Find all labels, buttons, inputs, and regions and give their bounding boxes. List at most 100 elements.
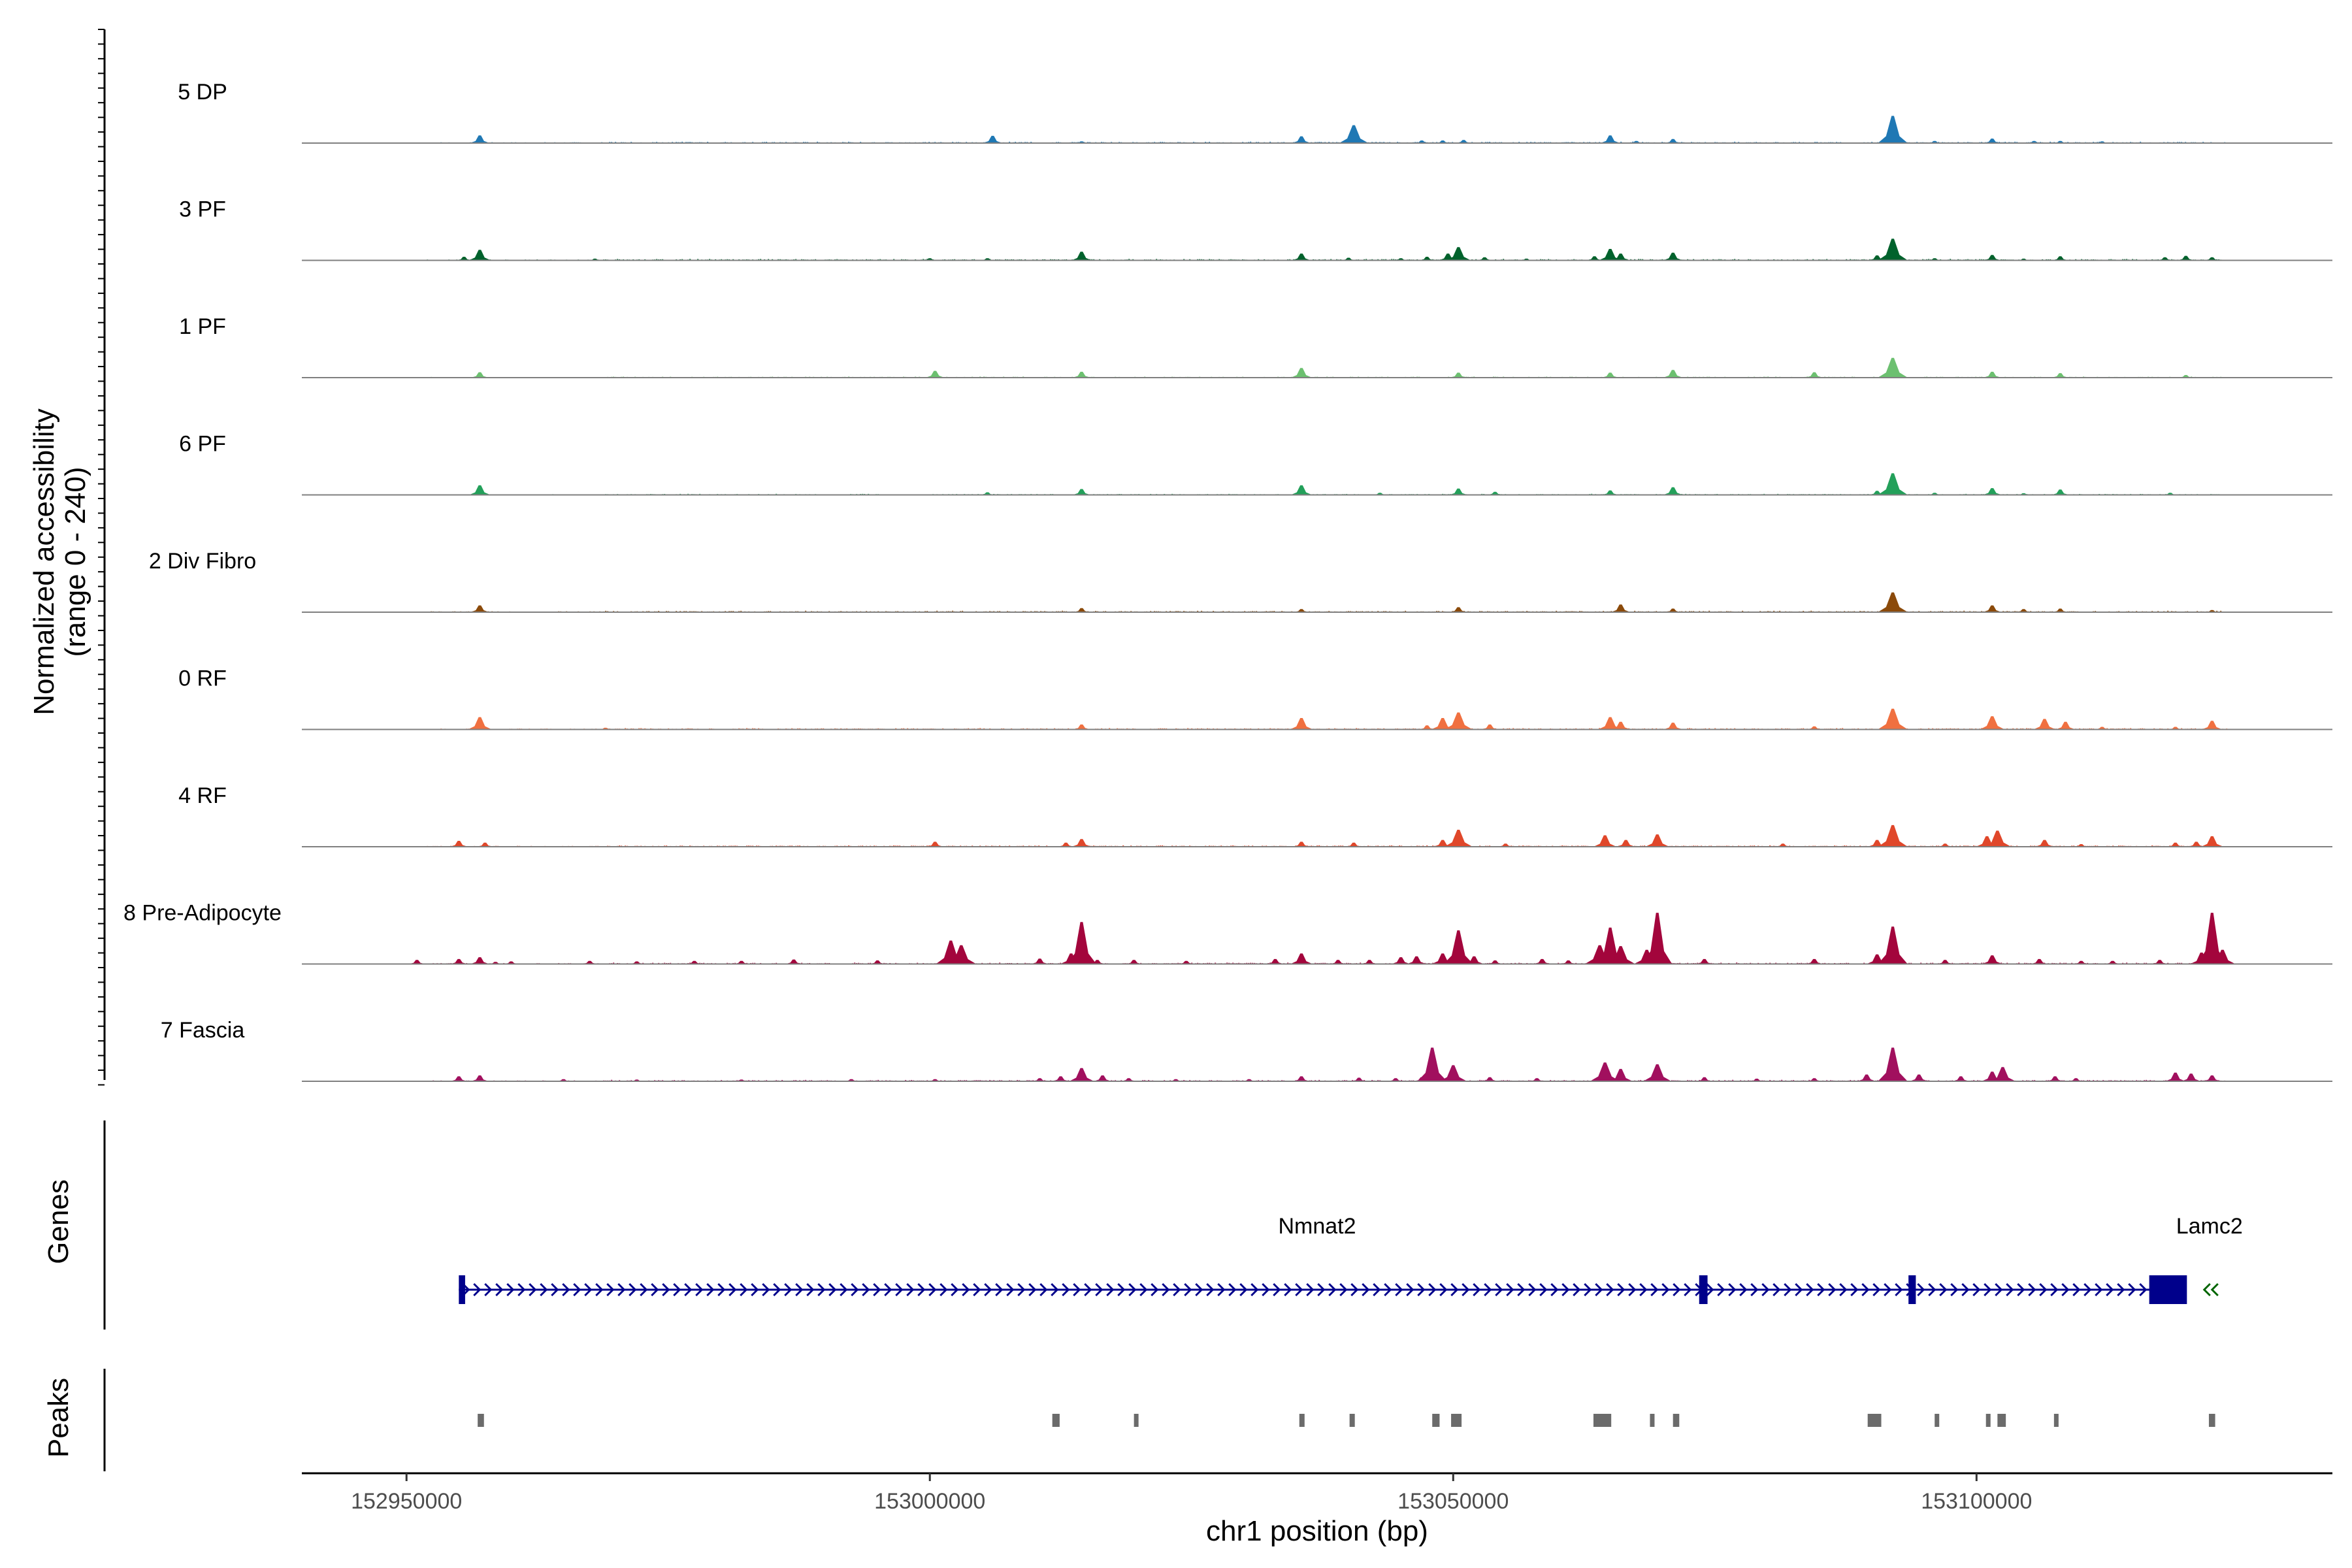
y-axis-title: Normalized accessibility <box>28 408 60 715</box>
coverage-peak <box>1617 840 1635 847</box>
coverage-peak <box>1877 592 1908 613</box>
track-label: 8 Pre-Adipocyte <box>123 901 282 926</box>
x-tick-label: 152950000 <box>351 1489 462 1514</box>
coverage-peak <box>1877 708 1908 730</box>
coverage-peak <box>1984 255 2001 261</box>
coverage-peak <box>2204 1075 2221 1082</box>
coverage-peak <box>2166 1072 2185 1082</box>
coverage-peak <box>1267 958 1283 964</box>
track-8: 7 Fascia <box>161 1018 2332 1082</box>
coverage-peak <box>1602 372 1618 378</box>
peak-region <box>1349 1414 1355 1427</box>
peak-region <box>1052 1414 1060 1427</box>
coverage-peak <box>1980 716 2004 730</box>
coverage-peak <box>926 370 944 378</box>
coverage-peak <box>1663 487 1682 495</box>
coverage-peak <box>469 250 491 261</box>
coverage-peak <box>1642 1064 1673 1082</box>
coverage-peak <box>1806 372 1822 378</box>
y-axis-subtitle: (range 0 - 240) <box>59 466 91 657</box>
track-label: 0 RF <box>178 666 227 691</box>
peak-region <box>2208 1414 2215 1427</box>
coverage-peak <box>2202 721 2222 730</box>
gene-lamc2: Lamc2 <box>2176 1214 2243 1297</box>
coverage-peak <box>1534 958 1550 964</box>
gene-label: Nmnat2 <box>1278 1214 1356 1239</box>
track-4: 2 Div Fibro <box>149 549 2332 613</box>
track-label: 4 RF <box>178 783 227 808</box>
coverage-peak <box>1858 1074 1876 1082</box>
coverage-peak <box>1984 605 2001 613</box>
coverage-peak <box>471 957 489 964</box>
x-tick-label: 153000000 <box>874 1489 985 1514</box>
coverage-peak <box>2047 1076 2063 1082</box>
coverage-peak <box>1984 372 2001 378</box>
coverage-peak <box>1877 116 1908 144</box>
coverage-peak <box>1877 825 1908 847</box>
coverage-peak <box>1294 1076 1309 1082</box>
track-1: 3 PF <box>179 197 2332 261</box>
peak-region <box>1451 1414 1462 1427</box>
coverage-peak <box>1601 135 1620 144</box>
gene-label: Lamc2 <box>2176 1214 2243 1239</box>
gene-exon <box>2149 1275 2187 1304</box>
coverage-peak <box>470 135 489 144</box>
coverage-peak <box>451 1076 466 1082</box>
gene-exon <box>1908 1275 1916 1304</box>
coverage-peak <box>1338 125 1369 144</box>
coverage-peak <box>2034 719 2055 730</box>
coverage-peak <box>451 958 466 964</box>
peak-region <box>478 1414 484 1427</box>
coverage-tracks: 5 DP 3 PF 1 PF 6 PF 2 Div Fibro 0 RF 4 RF 8 Pre… <box>123 80 2332 1082</box>
gene-nmnat2: Nmnat2 <box>459 1214 2187 1304</box>
peak-region <box>1593 1414 1612 1427</box>
gene-exon <box>1699 1275 1708 1304</box>
coverage-peak <box>1611 604 1630 613</box>
coverage-peak <box>1292 136 1311 144</box>
track-label: 5 DP <box>178 80 227 105</box>
peak-region <box>1134 1414 1139 1427</box>
track-2: 1 PF <box>179 314 2332 378</box>
peaks-track-title: Peaks <box>42 1378 74 1458</box>
coverage-peak <box>1291 953 1312 964</box>
coverage-peak <box>1073 489 1090 495</box>
coverage-peak <box>1072 839 1091 847</box>
coverage-peak <box>1806 958 1822 964</box>
track-0: 5 DP <box>178 80 2332 144</box>
coverage-peak <box>1294 841 1309 847</box>
genes-track: Nmnat2 Lamc2 <box>103 1120 2243 1330</box>
x-tick-label: 153100000 <box>1921 1489 2032 1514</box>
coverage-peak <box>1664 723 1682 730</box>
x-axis: 152950000 153000000 153050000 153100000 <box>302 1472 2332 1514</box>
coverage-peak <box>1292 253 1311 261</box>
coverage-peak <box>2181 1073 2200 1082</box>
peak-region <box>1867 1414 1882 1427</box>
coverage-peak <box>1877 238 1908 261</box>
coverage-peak <box>1072 252 1091 261</box>
track-label: 6 PF <box>179 432 226 457</box>
coverage-peak <box>2189 841 2204 847</box>
coverage-peak <box>1984 488 2001 495</box>
coverage-peak <box>1291 368 1312 378</box>
coverage-peak <box>1877 357 1908 378</box>
coverage-peak <box>927 841 943 847</box>
x-tick-label: 153050000 <box>1397 1489 1509 1514</box>
peak-region <box>1997 1414 2006 1427</box>
coverage-peak <box>1073 724 1090 730</box>
track-label: 2 Div Fibro <box>149 549 256 574</box>
coverage-peak <box>450 841 467 847</box>
coverage-peak <box>1697 958 1712 964</box>
strand-arrows <box>2202 1282 2219 1297</box>
coverage-peak <box>1443 712 1473 730</box>
track-3: 6 PF <box>179 432 2332 496</box>
coverage-peak <box>1910 1074 1928 1082</box>
accessibility-y-axis <box>98 29 106 1086</box>
coverage-peak <box>1450 488 1467 495</box>
coverage-peak <box>472 372 488 378</box>
coverage-peak <box>1877 473 1908 495</box>
coverage-peak <box>1482 724 1497 730</box>
track-6: 4 RF <box>178 783 2332 847</box>
coverage-peak <box>2036 840 2053 847</box>
peak-region <box>1299 1414 1305 1427</box>
